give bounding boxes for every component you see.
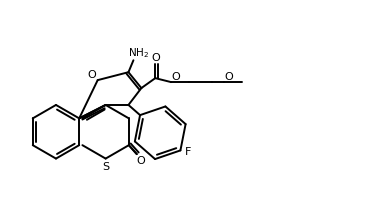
Text: NH$_2$: NH$_2$ [128, 46, 149, 60]
Text: O: O [172, 72, 180, 82]
Text: O: O [87, 70, 96, 80]
Text: O: O [151, 53, 159, 63]
Text: O: O [137, 156, 145, 166]
Text: S: S [102, 162, 109, 171]
Text: O: O [224, 72, 233, 82]
Text: F: F [185, 147, 192, 157]
